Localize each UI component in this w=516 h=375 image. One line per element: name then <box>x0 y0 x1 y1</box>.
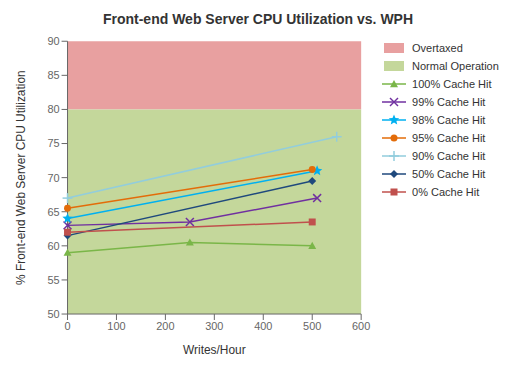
svg-text:400: 400 <box>254 320 272 332</box>
svg-text:500: 500 <box>303 320 321 332</box>
svg-text:300: 300 <box>205 320 223 332</box>
svg-text:100: 100 <box>107 320 125 332</box>
svg-text:200: 200 <box>156 320 174 332</box>
svg-text:65: 65 <box>47 206 59 218</box>
svg-text:600: 600 <box>352 320 370 332</box>
svg-text:55: 55 <box>47 274 59 286</box>
svg-text:50: 50 <box>47 308 59 320</box>
html-text:90% Cache Hit: 90% Cache Hit <box>412 150 486 162</box>
svg-text:Writes/Hour: Writes/Hour <box>183 343 246 357</box>
svg-text:0: 0 <box>64 320 70 332</box>
html-text:Overtaxed: Overtaxed <box>412 42 463 54</box>
html-text:100% Cache Hit: 100% Cache Hit <box>412 78 492 90</box>
svg-text:70: 70 <box>47 172 59 184</box>
svg-text:% Front-end Web Server CPU Uti: % Front-end Web Server CPU Utilization <box>14 70 28 285</box>
svg-text:85: 85 <box>47 69 59 81</box>
svg-text:90: 90 <box>47 35 59 47</box>
html-text:50% Cache Hit: 50% Cache Hit <box>412 168 486 180</box>
html-text:0% Cache Hit: 0% Cache Hit <box>412 186 480 198</box>
html-text:Front-end Web Server CPU Utili: Front-end Web Server CPU Utilization vs.… <box>102 11 414 27</box>
html-text:Normal Operation: Normal Operation <box>412 60 499 72</box>
svg-text:60: 60 <box>47 240 59 252</box>
svg-text:75: 75 <box>47 137 59 149</box>
html-text:99% Cache Hit: 99% Cache Hit <box>412 96 486 108</box>
svg-text:80: 80 <box>47 103 59 115</box>
html-text:95% Cache Hit: 95% Cache Hit <box>412 132 486 144</box>
html-text:98% Cache Hit: 98% Cache Hit <box>412 114 486 126</box>
